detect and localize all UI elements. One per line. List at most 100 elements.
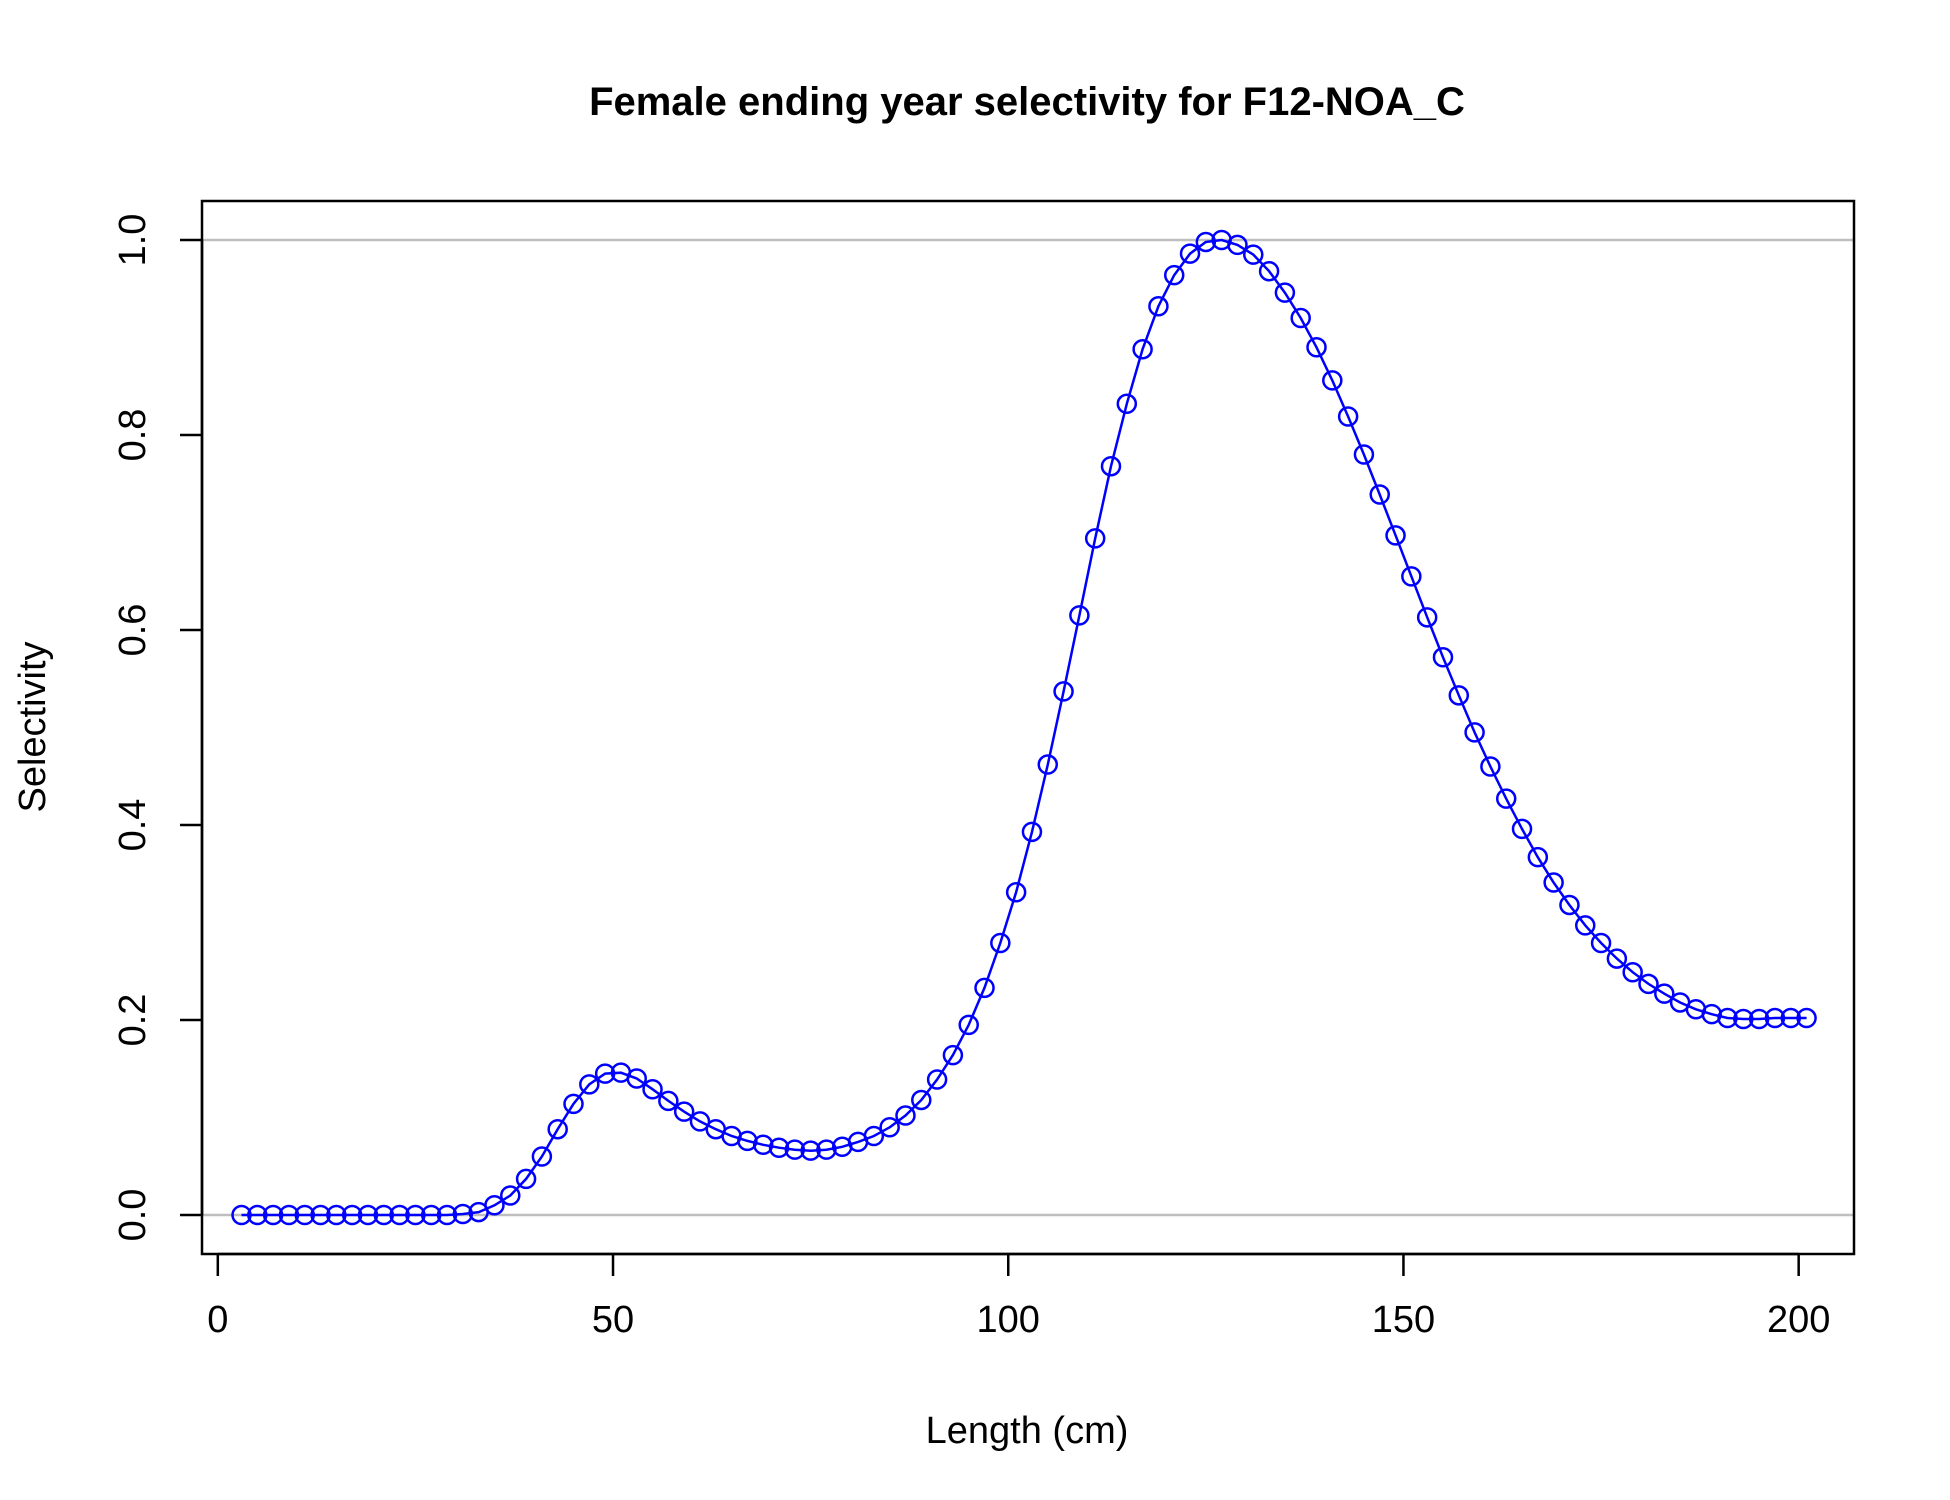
data-point [1464,722,1485,743]
data-point [1638,973,1659,995]
data-point [1511,818,1533,840]
data-point [420,1204,442,1226]
data-point [879,1117,900,1138]
x-tick-label: 200 [1767,1299,1830,1341]
data-point [1606,948,1628,969]
data-point [1243,244,1264,265]
data-point [1322,370,1343,391]
data-point [1100,455,1122,477]
data-point [752,1134,774,1156]
data-point [484,1195,505,1216]
data-point [1290,307,1311,329]
x-axis: 0 50 100 150 200 [207,1252,1830,1341]
y-tick-label: 0.2 [112,994,154,1047]
x-tick-label: 50 [592,1299,634,1341]
data-point [1543,872,1564,893]
data-point [1717,1007,1738,1029]
x-tick-label: 0 [207,1299,228,1341]
data-point [1527,846,1549,868]
data-point [1227,234,1248,256]
y-axis-label: Selectivity [12,641,54,812]
data-point [579,1074,600,1095]
data-point [911,1089,932,1111]
data-point [1163,264,1185,286]
data-point [1575,915,1596,936]
data-point [262,1204,284,1226]
data-point [436,1204,458,1226]
data-point [1306,337,1327,358]
data-point [1132,338,1153,360]
data-point [1116,393,1138,415]
chart-title: Female ending year selectivity for F12-N… [589,80,1465,124]
data-point [1084,528,1106,549]
data-point [1369,484,1390,505]
data-point [1448,685,1470,706]
data-point [357,1204,379,1226]
x-tick-label: 150 [1372,1299,1435,1341]
data-point [1748,1008,1770,1030]
y-tick-label: 0.8 [112,409,154,462]
data-point [500,1185,521,1206]
data-point [1353,444,1375,465]
data-point [247,1204,268,1226]
data-point [1401,566,1422,587]
data-point [563,1093,584,1115]
data-point [405,1204,426,1226]
data-point [1432,647,1454,668]
y-tick-label: 0.0 [112,1189,154,1242]
data-point [1337,406,1359,427]
data-point [278,1204,300,1226]
data-point [452,1203,474,1225]
data-point [1590,932,1612,954]
plot-frame [200,199,1856,1256]
data-point [1480,756,1501,777]
data-point [1148,296,1169,317]
data-point [942,1044,964,1066]
data-point [658,1090,679,1112]
data-point [1179,243,1201,264]
data-point [1195,231,1217,253]
data-point [974,977,995,999]
data-point [1654,983,1675,1004]
data-layer [231,229,1817,1226]
data-point [1495,788,1517,809]
data-point [1733,1008,1754,1030]
data-point [1385,525,1406,546]
data-point [1416,607,1438,628]
data-point [673,1101,695,1122]
data-point [294,1204,316,1226]
data-point [1053,681,1074,702]
data-point [816,1139,837,1160]
data-point [768,1137,790,1158]
data-point [310,1204,331,1226]
data-point [547,1118,568,1140]
x-tick-label: 100 [977,1299,1040,1341]
x-axis-label: Length (cm) [926,1410,1129,1452]
data-point [1069,605,1090,626]
data-point [626,1068,647,1089]
data-point [958,1014,979,1036]
y-tick-label: 0.6 [112,604,154,657]
data-point [326,1204,347,1226]
series-line [241,238,1807,1217]
data-point [1274,282,1296,303]
y-axis: 0.0 0.2 0.4 0.6 0.8 1.0 [112,214,204,1242]
data-point [373,1204,395,1226]
data-point [231,1204,252,1226]
data-point [389,1204,410,1226]
data-point [990,932,1011,954]
reference-lines [202,238,1854,1217]
y-tick-label: 0.4 [112,799,154,852]
data-point [926,1069,948,1090]
data-point [1764,1007,1786,1029]
data-point [1622,961,1643,983]
data-point [594,1063,616,1084]
data-point [863,1125,885,1147]
data-point [1258,260,1280,282]
data-point [642,1078,663,1100]
data-point [689,1111,711,1132]
data-point [800,1140,821,1161]
data-point [784,1139,806,1160]
data-point [1005,882,1027,903]
